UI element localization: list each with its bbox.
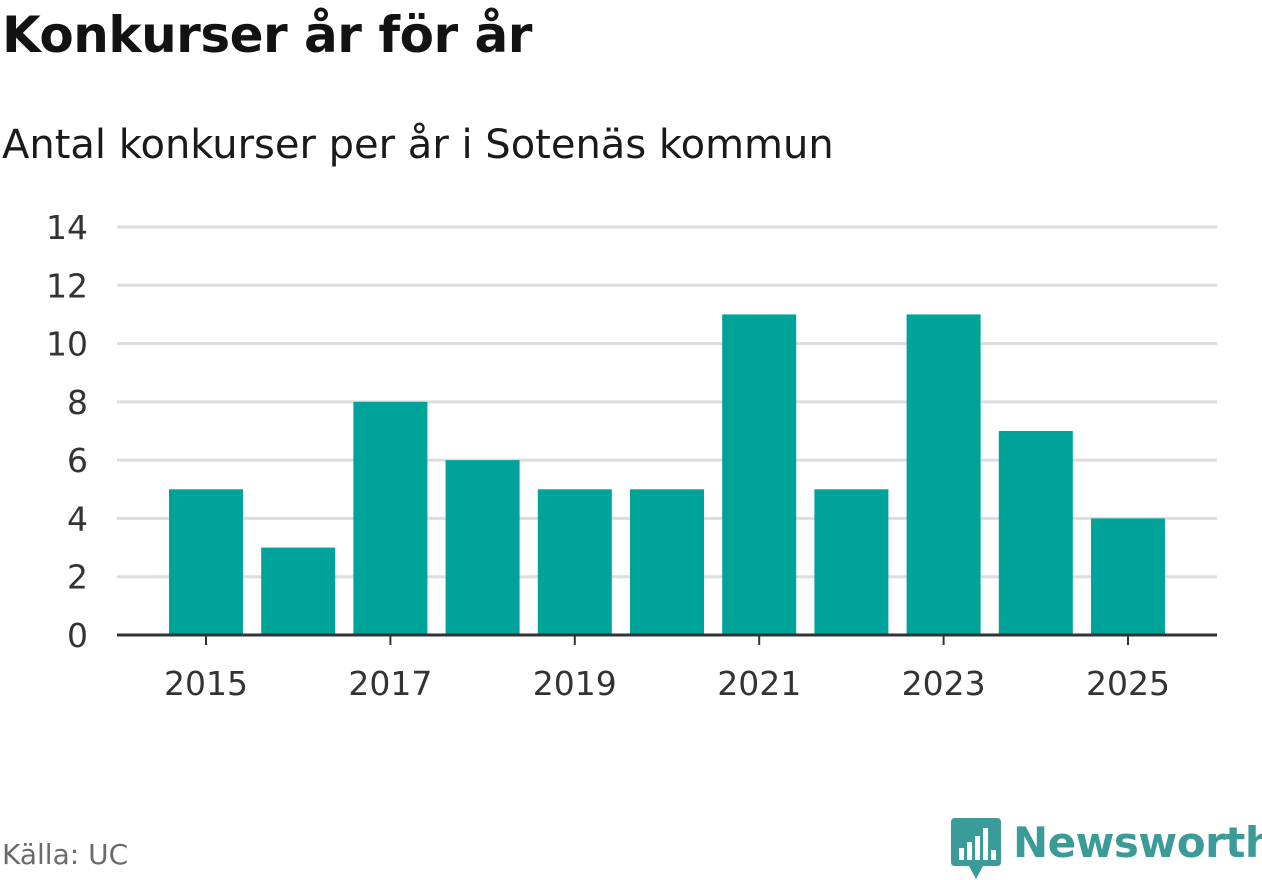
x-tick-label-2025: 2025 bbox=[1086, 664, 1170, 703]
bar-2015 bbox=[169, 489, 243, 635]
newsworthy-logo: Newsworthy bbox=[951, 818, 1262, 880]
y-tick-label-0: 0 bbox=[67, 616, 88, 655]
chart-subtitle: Antal konkurser per år i Sotenäs kommun bbox=[2, 122, 834, 168]
source-note: Källa: UC bbox=[2, 838, 129, 871]
x-tick-label-2015: 2015 bbox=[164, 664, 248, 703]
x-tick-label-2023: 2023 bbox=[902, 664, 986, 703]
bar-2022 bbox=[814, 489, 889, 635]
y-tick-label-4: 4 bbox=[67, 499, 88, 538]
bar-2018 bbox=[445, 460, 520, 635]
bar-2019 bbox=[537, 489, 612, 635]
bar-2016 bbox=[261, 547, 336, 635]
x-tick-label-2021: 2021 bbox=[717, 664, 801, 703]
y-tick-label-10: 10 bbox=[46, 325, 88, 364]
x-tick-label-2019: 2019 bbox=[533, 664, 617, 703]
bar-2025 bbox=[1091, 518, 1165, 635]
bar-2023 bbox=[906, 314, 981, 635]
x-tick-label-2017: 2017 bbox=[348, 664, 432, 703]
y-tick-label-12: 12 bbox=[46, 266, 88, 305]
y-tick-label-8: 8 bbox=[67, 383, 88, 422]
y-tick-label-6: 6 bbox=[67, 441, 88, 480]
bar-2020 bbox=[630, 489, 704, 635]
bar-2021 bbox=[722, 314, 797, 635]
y-tick-label-2: 2 bbox=[67, 558, 88, 597]
logo-text: Newsworthy bbox=[1013, 818, 1262, 867]
chart-title: Konkurser år för år bbox=[2, 6, 532, 64]
newsworthy-chat-bars-icon bbox=[951, 818, 1001, 879]
y-tick-label-14: 14 bbox=[46, 208, 88, 247]
bar-2024 bbox=[998, 431, 1073, 635]
bar-2017 bbox=[353, 401, 428, 635]
